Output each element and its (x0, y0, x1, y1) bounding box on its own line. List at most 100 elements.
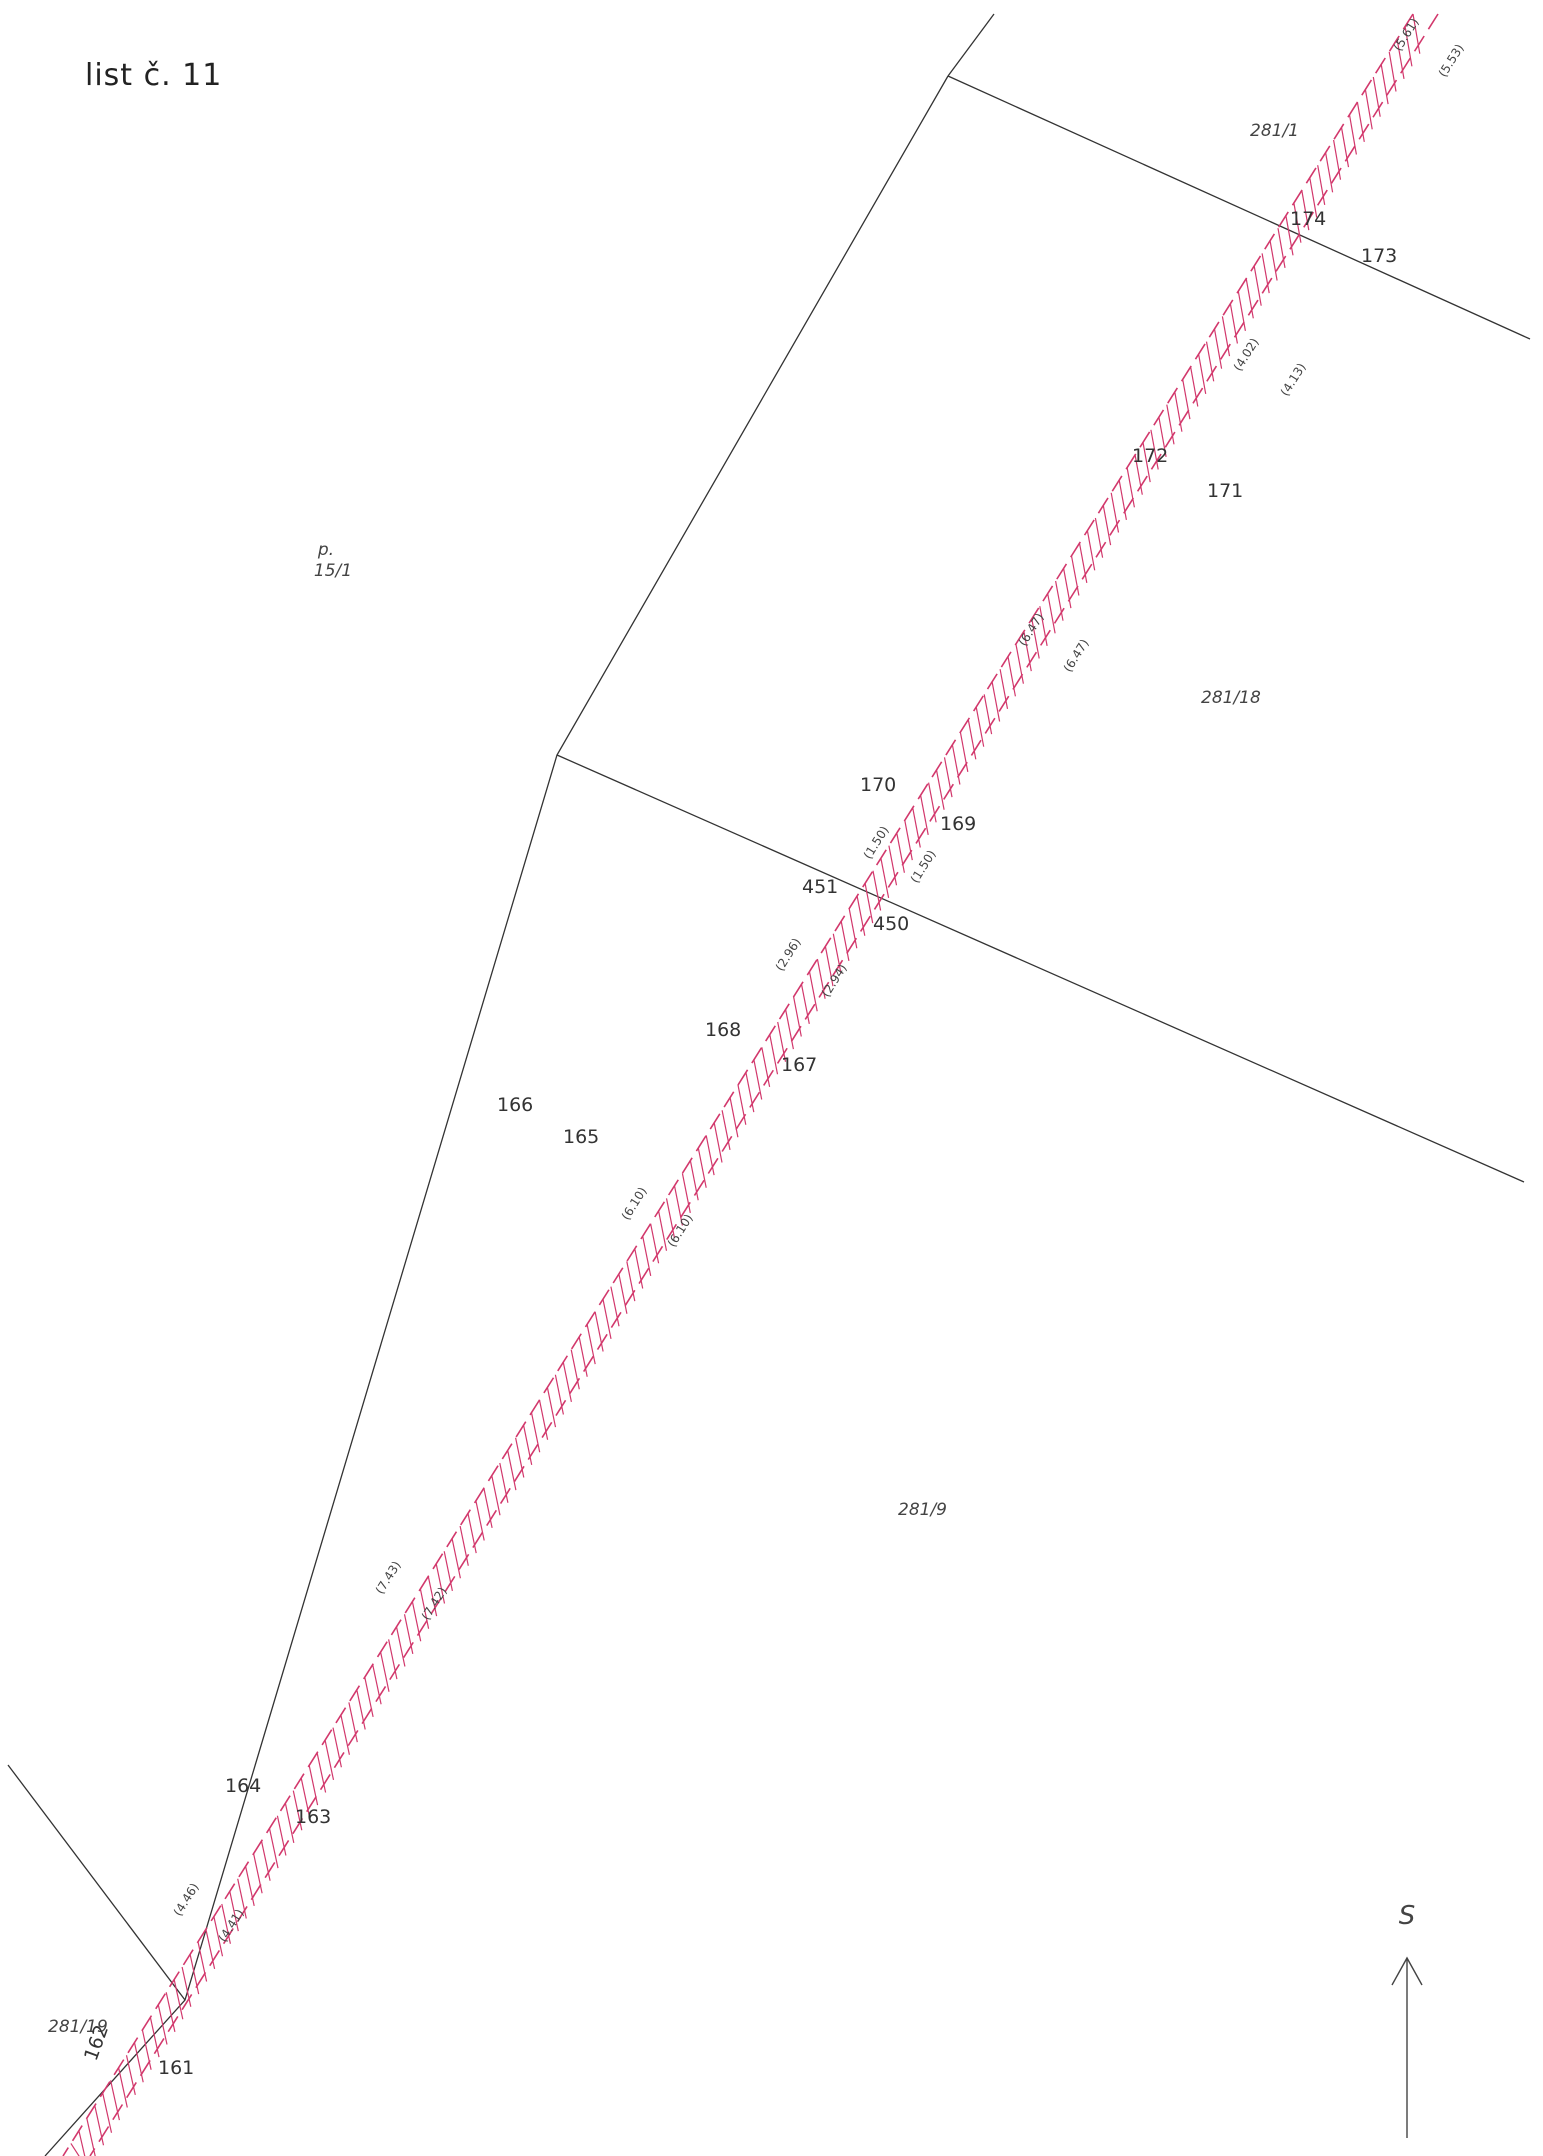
hatch-line (1412, 13, 1421, 54)
hatch-line (316, 1752, 327, 1793)
hatch-line (1182, 379, 1191, 420)
hatch-line (888, 845, 898, 886)
measurement: (2.96) (773, 936, 804, 974)
hatch-line (745, 1072, 755, 1113)
hatch-line (793, 996, 802, 1037)
hatch-line (1404, 26, 1413, 67)
point-166: 166 (497, 1094, 533, 1116)
parcel-label-281-19: 281/19 (48, 2017, 108, 2037)
hatch-line (380, 1651, 390, 1692)
boundary-line (947, 13, 995, 77)
hatch-line (1007, 656, 1016, 697)
hatch-line (1237, 291, 1246, 332)
hatch-line (499, 1462, 509, 1503)
point-172: 172 (1132, 445, 1168, 467)
hatch-line (435, 1563, 446, 1604)
hatch-line (1015, 643, 1024, 684)
hatch-line (1364, 89, 1373, 130)
hatch-line (880, 858, 890, 899)
sheet-title: list č. 11 (85, 58, 223, 93)
easement-edge-lower (89, 13, 1439, 2156)
measurement: (2.94) (819, 962, 850, 1000)
point-164: 164 (225, 1775, 261, 1797)
hatch-line (1269, 240, 1278, 281)
hatch-line (483, 1488, 493, 1529)
hatch-line (999, 669, 1009, 710)
hatch-line (665, 1198, 676, 1239)
hatch-line (467, 1513, 477, 1554)
hatch-line (245, 1866, 255, 1907)
hatch-line (785, 1009, 794, 1050)
hatch-line (332, 1727, 342, 1768)
hatch-line (1396, 39, 1405, 80)
hatch-line (1118, 480, 1127, 521)
hatch-line (896, 832, 905, 873)
hatch-line (1213, 328, 1223, 369)
hatch-line (697, 1147, 707, 1188)
parcel-boundaries (7, 13, 1531, 2156)
hatch-line (840, 921, 850, 962)
point-170: 170 (860, 774, 896, 796)
hatch-line (1063, 568, 1072, 609)
north-arrow-head (1391, 1956, 1423, 1986)
point-165: 165 (563, 1126, 599, 1148)
hatch-line (1190, 366, 1199, 407)
parcel-label-281-9: 281/9 (898, 1500, 947, 1520)
hatch-line (1293, 202, 1302, 243)
hatch-line (626, 1261, 636, 1302)
hatch-line (808, 971, 818, 1012)
hatch-line (459, 1525, 469, 1566)
point-171: 171 (1207, 480, 1243, 502)
hatch-line (983, 694, 993, 735)
hatch-line (205, 1929, 216, 1970)
hatch-line (1134, 454, 1143, 495)
hatch-line (705, 1135, 715, 1176)
hatch-line (1166, 404, 1175, 445)
hatch-line (848, 908, 858, 949)
hatch-line (777, 1021, 787, 1062)
hatch-line (260, 1840, 271, 1881)
hatch-line (681, 1173, 691, 1214)
hatch-line (943, 757, 953, 798)
measurement: (6.47) (1061, 637, 1092, 675)
hatch-line (816, 958, 826, 999)
hatch-line (824, 946, 834, 987)
hatch-line (1348, 114, 1357, 155)
hatch-line (348, 1702, 358, 1743)
measurement: (1.50) (908, 848, 939, 886)
hatch-line (276, 1815, 287, 1856)
hatch-line (340, 1714, 350, 1755)
hatch-line (1110, 492, 1120, 533)
measurement: (4.46) (171, 1881, 202, 1919)
hatch-line (618, 1273, 628, 1314)
boundary-line (44, 75, 949, 2156)
hatch-line (411, 1601, 422, 1642)
hatch-line (1055, 580, 1064, 621)
hatch-line (530, 1412, 541, 1453)
hatch-line (1094, 517, 1104, 558)
hatch-line (800, 984, 810, 1025)
hatch-line (967, 719, 977, 760)
hatch-line (769, 1034, 779, 1075)
survey-points: 161 162 163 164 165 166 167 168 169 170 … (80, 208, 1397, 2079)
measurement: (6.10) (619, 1185, 650, 1223)
hatch-line (928, 782, 937, 823)
hatch-line (1356, 102, 1365, 143)
hatch-line (1070, 555, 1080, 596)
hatch-line (562, 1362, 572, 1403)
hatch-line (832, 933, 842, 974)
hatch-line (1372, 76, 1381, 117)
hatch-line (864, 883, 874, 924)
hatch-line (951, 744, 961, 785)
hatch-line (1333, 139, 1342, 180)
hatch-line (1245, 278, 1254, 319)
hatch-line (125, 2055, 136, 2096)
hatch-line (1198, 354, 1207, 395)
hatch-line (1023, 631, 1032, 672)
hatch-line (610, 1286, 620, 1327)
hatch-line (507, 1450, 517, 1491)
measurement: (7.43) (373, 1559, 404, 1597)
hatch-line (578, 1336, 588, 1377)
point-169: 169 (940, 813, 976, 835)
hatch-line (1229, 303, 1238, 344)
